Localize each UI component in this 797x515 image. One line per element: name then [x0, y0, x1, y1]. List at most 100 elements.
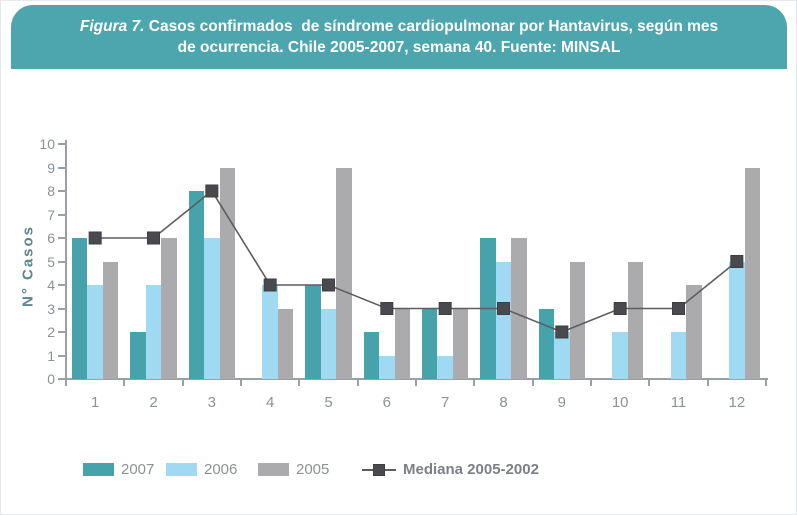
y-tick [58, 190, 65, 192]
x-tick [240, 380, 242, 386]
bar-2006-month-8 [495, 261, 512, 379]
legend-label-2007: 2007 [121, 461, 155, 478]
y-tick [58, 237, 65, 239]
legend-label-2006: 2006 [204, 461, 238, 478]
y-tick-label: 3 [47, 300, 55, 317]
month-label-10: 10 [611, 394, 629, 411]
mediana-marker-month-8 [497, 302, 510, 315]
bar-2007-month-5 [305, 285, 321, 379]
x-tick [531, 380, 534, 386]
y-tick [58, 260, 65, 263]
bar-2006-month-2 [145, 285, 162, 379]
figure-title-text1: Casos confirmados de síndrome cardiopulm… [144, 18, 719, 35]
figure-title-banner: Figura 7. Casos confirmados de síndrome … [11, 5, 787, 69]
bar-2005-month-2 [161, 238, 177, 379]
bar-2007-month-6 [363, 332, 380, 379]
y-tick-label: 7 [47, 206, 55, 223]
figure-number: Figura 7. [79, 18, 145, 35]
bar-2006-month-10 [612, 332, 628, 379]
y-tick-label: 1 [47, 347, 55, 364]
x-tick [706, 380, 709, 386]
bar-2005-month-4 [277, 308, 294, 379]
bar-2005-month-9 [569, 261, 585, 379]
bar-2005-month-7 [452, 308, 469, 379]
legend-swatch-2006 [166, 463, 197, 476]
x-tick [415, 380, 417, 386]
mediana-marker-month-11 [672, 302, 685, 315]
legend-swatch-2005 [258, 463, 289, 476]
x-tick [181, 380, 184, 386]
y-tick-label: 4 [47, 277, 55, 293]
mediana-marker-month-6 [380, 302, 394, 315]
bar-2006-month-1 [87, 285, 103, 379]
mediana-marker-month-1 [88, 231, 102, 245]
chart-area: N° Casos 0 1 2 3 4 5 6 7 8 9 10 1 2 3 4 5 6 7 8 9 10 11 12 20… [1, 69, 796, 514]
y-tick [58, 143, 65, 145]
mediana-marker-month-2 [147, 231, 160, 245]
month-label-2: 2 [149, 394, 158, 411]
y-tick-label: 8 [47, 183, 55, 199]
mediana-line-layer [88, 184, 744, 339]
bar-2006-month-3 [204, 238, 220, 379]
bar-2006-month-9 [554, 332, 570, 379]
mediana-marker-month-12 [730, 255, 744, 268]
y-tick [58, 307, 65, 310]
bar-2007-month-3 [188, 191, 205, 379]
month-label-6: 6 [382, 394, 391, 411]
y-tick [58, 166, 65, 169]
bar-2006-month-6 [379, 355, 395, 379]
y-tick [58, 213, 65, 216]
month-label-7: 7 [440, 394, 450, 411]
y-tick [58, 378, 65, 380]
bar-2005-month-11 [686, 285, 702, 379]
x-tick [65, 380, 67, 386]
bar-2006-month-12 [729, 261, 745, 379]
mediana-line [95, 189, 738, 333]
x-tick [648, 380, 651, 386]
y-tick-label: 6 [47, 230, 55, 246]
y-tick-label: 9 [47, 159, 55, 176]
bar-2005-month-10 [627, 261, 644, 379]
legend-label-mediana: Mediana 2005-2002 [403, 461, 539, 478]
bar-2007-month-7 [422, 308, 438, 379]
month-label-5: 5 [324, 394, 333, 411]
legend-mediana-marker-icon [373, 464, 385, 476]
legend-label-2005: 2005 [296, 461, 330, 478]
mediana-marker-month-4 [263, 278, 277, 292]
y-tick [58, 354, 65, 357]
bar-2007-month-9 [538, 308, 555, 379]
x-tick [473, 380, 476, 386]
y-axis-line [65, 140, 67, 380]
bar-2007-month-1 [72, 238, 88, 379]
month-label-12: 12 [728, 394, 746, 411]
y-tick-label: 0 [47, 371, 55, 387]
bar-2005-month-8 [511, 238, 527, 379]
x-tick [765, 380, 767, 386]
mediana-marker-month-9 [555, 325, 569, 339]
bar-2006-month-4 [262, 285, 278, 379]
legend-swatch-2007 [83, 463, 114, 476]
bar-2005-month-3 [219, 167, 235, 379]
plot-area [66, 144, 766, 379]
x-axis-line [65, 378, 768, 380]
x-tick [123, 380, 126, 386]
month-label-11: 11 [670, 394, 687, 411]
mediana-marker-month-5 [322, 278, 335, 292]
y-tick [58, 331, 65, 333]
y-tick [58, 284, 65, 286]
figure-title-line1: Figura 7. Casos confirmados de síndrome … [11, 16, 787, 37]
mediana-marker-month-3 [205, 184, 219, 198]
y-tick-label: 5 [47, 253, 55, 270]
bar-2005-month-1 [102, 261, 119, 379]
month-label-4: 4 [265, 394, 275, 411]
bar-2005-month-12 [744, 167, 760, 379]
bar-2006-month-5 [320, 308, 337, 379]
month-label-9: 9 [557, 394, 566, 411]
x-tick [356, 380, 359, 386]
y-tick-label: 2 [47, 324, 55, 340]
bar-2005-month-6 [394, 308, 410, 379]
mediana-marker-month-10 [613, 302, 627, 315]
figure-title-line2: de ocurrencia. Chile 2005-2007, semana 4… [177, 39, 621, 56]
x-tick [298, 380, 301, 386]
